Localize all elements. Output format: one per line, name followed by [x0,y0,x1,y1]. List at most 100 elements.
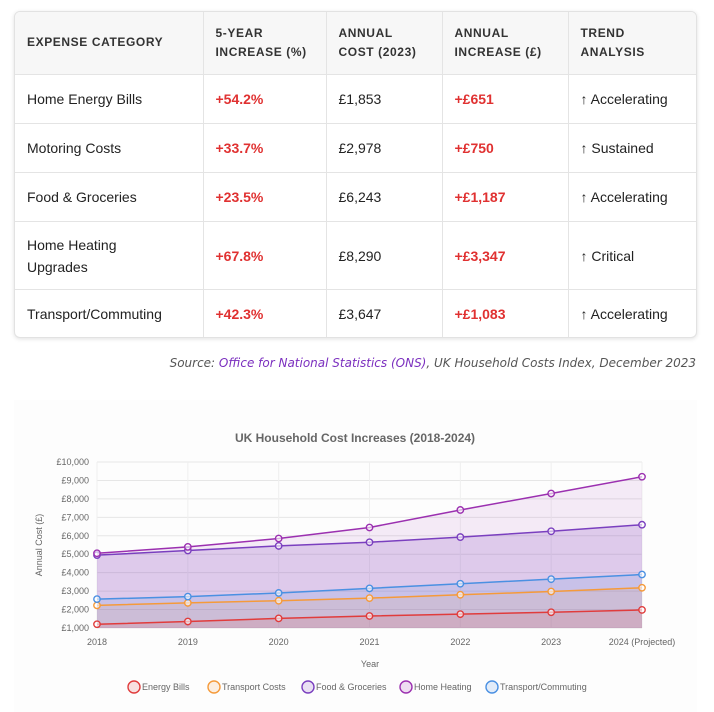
data-point[interactable] [365,538,374,547]
data-point[interactable] [365,523,374,532]
data-point[interactable] [274,614,283,623]
data-point[interactable] [365,612,374,620]
chart-card: UK Household Cost Increases (2018-2024) … [14,400,697,712]
cell-category: Motoring Costs [15,123,204,173]
data-point[interactable] [274,542,283,550]
x-tick-label: 2024 (Projected) [609,637,676,647]
cell-cost: £2,978 [326,123,443,173]
data-point[interactable] [456,590,465,599]
cell-trend: ↑ Accelerating [568,74,696,124]
data-point[interactable] [93,620,101,629]
data-point[interactable] [93,601,101,610]
cell-trend: ↑ Critical [568,221,696,291]
y-tick-label: £5,000 [61,549,89,559]
legend-label: Energy Bills [142,682,190,692]
data-point[interactable] [456,579,465,588]
y-axis-label: Annual Cost (£) [34,514,44,577]
data-point[interactable] [547,489,556,498]
data-point[interactable] [456,610,465,619]
cell-pct: +67.8% [203,221,327,291]
table-row: Transport/Commuting +42.3% £3,647 +£1,08… [15,289,696,337]
legend-item[interactable]: Food & Groceries [301,680,387,694]
data-point[interactable] [547,575,556,584]
y-tick-label: £10,000 [56,457,89,467]
data-point[interactable] [547,608,556,617]
data-point[interactable] [274,596,283,605]
data-point[interactable] [274,534,283,543]
y-tick-label: £4,000 [61,568,89,578]
y-tick-label: £1,000 [61,623,89,633]
source-link[interactable]: Office for National Statistics (ONS) [218,356,427,370]
legend-item[interactable]: Transport Costs [207,680,286,694]
series-area [97,476,642,628]
legend-label: Home Heating [414,682,472,692]
data-point[interactable] [638,583,646,592]
line-chart: UK Household Cost Increases (2018-2024) … [34,431,676,694]
cell-cost: £8,290 [326,221,443,291]
data-point[interactable] [547,587,556,596]
data-point[interactable] [365,594,374,603]
legend-label: Transport Costs [222,682,286,692]
cell-increase: +£1,083 [442,289,569,337]
data-point[interactable] [638,472,646,481]
data-point[interactable] [183,599,192,607]
legend-marker [207,680,221,694]
x-tick-label: 2021 [359,637,379,647]
data-point[interactable] [456,533,465,541]
data-point[interactable] [93,595,101,604]
cell-pct: +23.5% [203,172,327,223]
x-tick-label: 2022 [450,637,470,647]
legend-label: Food & Groceries [316,682,387,692]
cell-pct: +33.7% [203,123,327,173]
source-suffix: , UK Household Costs Index, December 202… [426,356,696,370]
cell-trend: ↑ Accelerating [580,305,668,322]
cell-cost: £6,243 [326,172,443,223]
data-point[interactable] [638,570,646,579]
cell-increase: +£750 [442,123,569,173]
legend-item[interactable]: Home Heating [399,680,472,694]
data-point[interactable] [274,589,283,597]
data-point[interactable] [456,506,465,514]
cell-trend: ↑ Accelerating [568,172,696,223]
legend-item[interactable]: Energy Bills [127,680,190,694]
data-point[interactable] [183,617,192,626]
data-point[interactable] [365,584,374,593]
legend-marker [127,680,141,694]
data-point[interactable] [547,527,556,536]
table-row: Food & Groceries +23.5% £6,243 +£1,187 ↑… [15,172,696,223]
legend-label: Transport/Commuting [500,682,587,692]
cell-trend: ↑ Sustained [568,123,696,173]
y-tick-label: £8,000 [61,494,89,504]
header-category: EXPENSE CATEGORY [15,12,204,75]
chart-title: UK Household Cost Increases (2018-2024) [235,431,475,445]
data-point[interactable] [638,520,646,529]
legend-item[interactable]: Transport/Commuting [485,680,587,694]
series-area [97,587,642,628]
expense-table-card: EXPENSE CATEGORY 5-YEAR INCREASE (%) ANNU… [14,11,697,338]
cell-cost: £3,647 [326,289,443,337]
table-row: Home Heating Upgrades +67.8% £8,290 +£3,3… [15,221,696,291]
expense-table: EXPENSE CATEGORY 5-YEAR INCREASE (%) ANNU… [15,12,696,337]
data-point[interactable] [93,549,101,558]
data-point[interactable] [183,542,192,551]
cell-increase: +£3,347 [442,221,569,291]
cell-category: Transport/Commuting [15,289,204,337]
header-annual-increase: ANNUAL INCREASE (£) [442,12,569,75]
y-tick-label: £2,000 [61,605,89,615]
x-tick-label: 2023 [541,637,561,647]
cell-pct: +42.3% [203,289,327,337]
data-point[interactable] [183,592,192,601]
table-row: Motoring Costs +33.7% £2,978 +£750 ↑ Sus… [15,123,696,173]
x-tick-label: 2020 [269,637,289,647]
header-trend: TREND ANALYSIS [568,12,696,75]
header-5yr-increase: 5-YEAR INCREASE (%) [203,12,327,75]
legend-marker [301,680,315,694]
y-tick-label: £9,000 [61,475,89,485]
cell-increase: +£651 [442,74,569,124]
cell-cost: £1,853 [326,74,443,124]
header-annual-cost: ANNUAL COST (2023) [326,12,443,75]
data-point[interactable] [638,606,646,614]
legend-marker [399,680,413,694]
cell-category: Food & Groceries [15,172,204,223]
cell-category: Home Energy Bills [15,74,204,124]
